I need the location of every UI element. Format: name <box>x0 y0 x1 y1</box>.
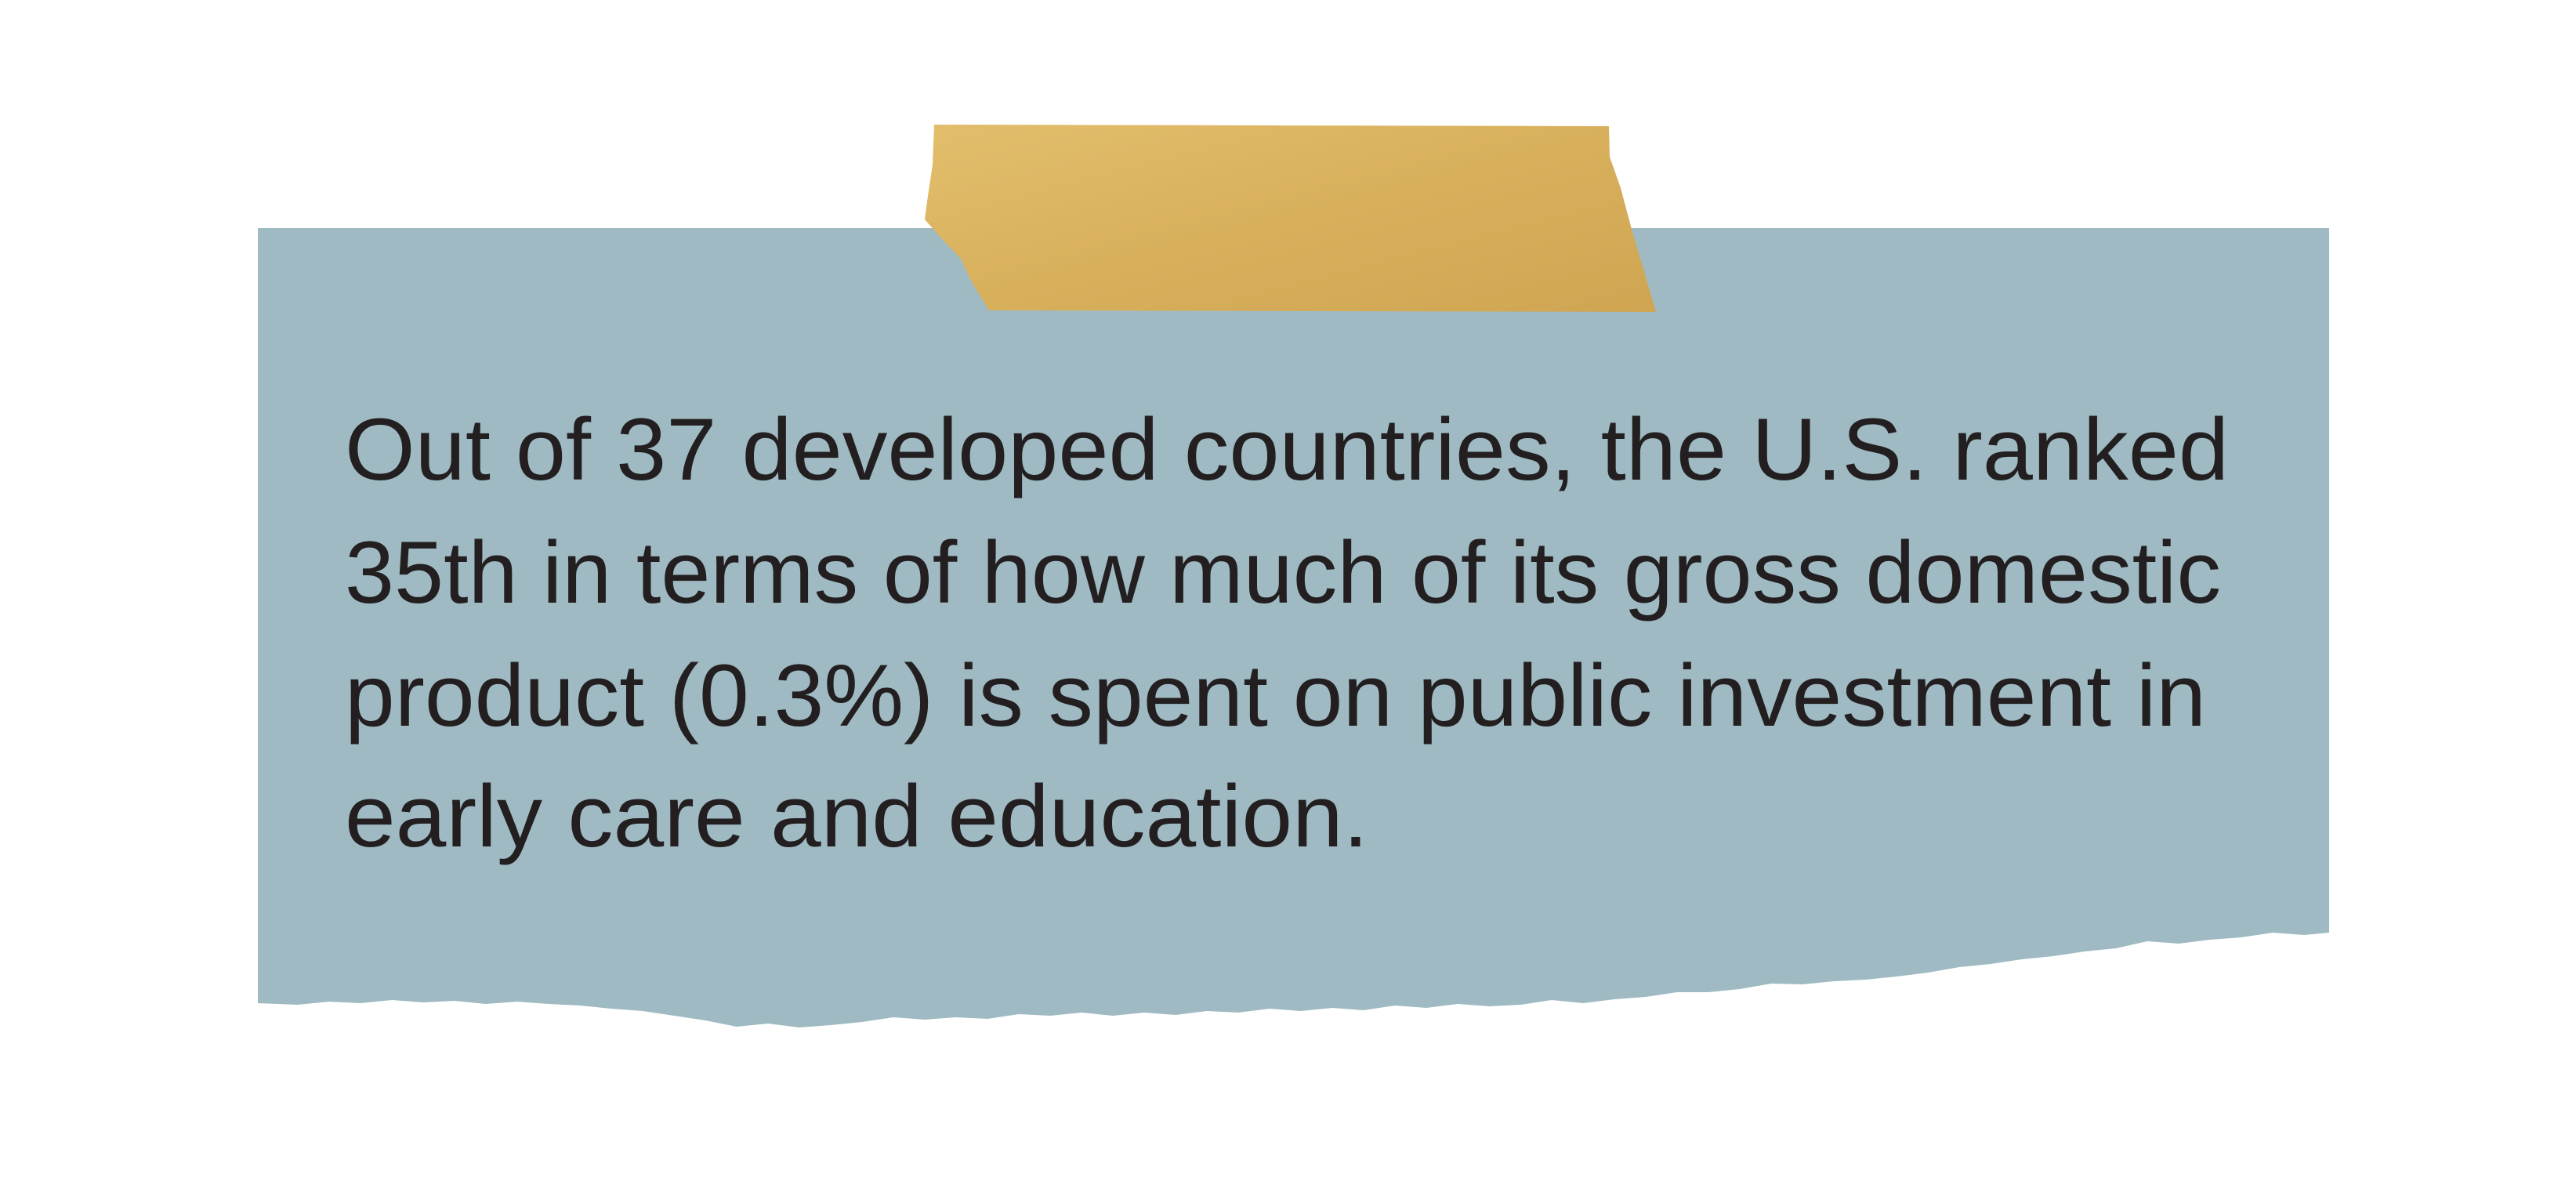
text-line-3: product (0.3%) is spent on public invest… <box>345 647 2206 745</box>
text-line-4: early care and education. <box>345 767 1368 865</box>
masking-tape <box>925 125 1656 312</box>
torn-paper-background <box>258 228 2329 1027</box>
text-line-2: 35th in terms of how much of its gross d… <box>345 524 2221 621</box>
text-line-1: Out of 37 developed countries, the U.S. … <box>345 400 2229 498</box>
statistic-text: Out of 37 developed countries, the U.S. … <box>345 400 2229 865</box>
